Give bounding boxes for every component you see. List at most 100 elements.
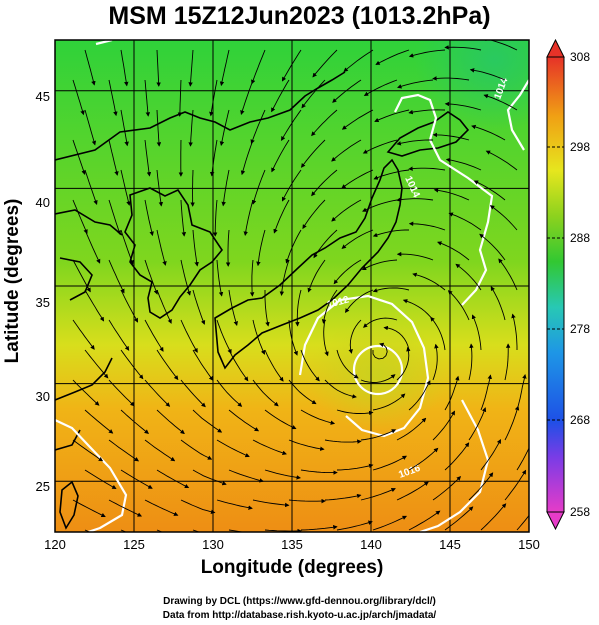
streamline — [348, 319, 362, 354]
streamline — [397, 79, 434, 89]
streamline — [192, 469, 227, 486]
streamline — [156, 409, 185, 435]
streamline — [216, 259, 224, 297]
streamline — [432, 410, 455, 441]
streamline — [396, 346, 411, 381]
streamline — [180, 319, 198, 353]
streamline — [120, 349, 144, 380]
streamline — [144, 499, 179, 516]
streamline — [192, 349, 214, 381]
streamline — [156, 349, 179, 381]
streamline — [483, 94, 518, 111]
streamline — [84, 229, 101, 264]
streamline — [362, 139, 398, 154]
lon-tick-label: 135 — [281, 537, 303, 552]
streamline — [468, 343, 474, 381]
streamline — [279, 259, 290, 296]
streamline — [311, 109, 338, 137]
streamline — [408, 109, 446, 115]
colorbar-tick-label: 278 — [570, 322, 591, 336]
streamline — [490, 286, 506, 321]
streamline — [300, 525, 338, 531]
streamline — [396, 139, 433, 146]
lat-tick-label: 35 — [35, 295, 50, 310]
streamline — [432, 476, 462, 501]
streamline — [84, 169, 98, 205]
streamline — [188, 109, 194, 147]
lat-tick-label: 40 — [35, 195, 50, 210]
streamline — [333, 259, 362, 285]
streamline — [331, 199, 362, 222]
streamline — [396, 197, 434, 202]
streamline — [72, 319, 95, 350]
streamline — [190, 169, 195, 207]
streamline — [84, 469, 117, 490]
streamline — [120, 49, 129, 87]
streamline — [84, 109, 97, 146]
streamline — [301, 79, 326, 109]
streamline — [156, 109, 162, 147]
streamline — [120, 229, 134, 265]
streamline — [108, 79, 118, 117]
streamline — [331, 139, 362, 162]
streamline — [252, 319, 265, 355]
streamline — [209, 79, 218, 117]
streamline — [264, 409, 297, 430]
streamline — [177, 79, 183, 117]
streamline — [249, 259, 255, 297]
streamline — [281, 49, 302, 82]
streamline — [408, 380, 431, 411]
streamline — [192, 409, 223, 433]
streamline — [228, 349, 249, 382]
isobar-1014-east — [506, 79, 529, 151]
streamline — [396, 417, 427, 441]
streamline — [332, 79, 362, 103]
streamline — [192, 289, 206, 325]
streamline — [251, 169, 266, 205]
streamline — [479, 233, 506, 261]
streamline — [341, 169, 374, 189]
streamline — [504, 469, 527, 501]
cyclone-core-shading — [308, 320, 448, 430]
streamline — [180, 439, 213, 460]
streamline — [336, 349, 359, 379]
colorbar-tick-label: 268 — [570, 413, 591, 427]
streamline — [72, 79, 85, 116]
streamline — [480, 374, 492, 411]
streamline — [412, 272, 446, 291]
streamline — [300, 409, 336, 425]
streamline — [324, 493, 362, 501]
streamline — [144, 379, 171, 407]
streamline — [180, 199, 187, 237]
streamline — [144, 259, 158, 295]
streamline — [468, 407, 487, 441]
streamline — [302, 199, 326, 230]
streamline — [225, 229, 231, 267]
streamline — [307, 259, 326, 293]
streamline — [288, 379, 317, 405]
chart-title: MSM 15Z12Jun2023 (1013.2hPa) — [108, 2, 491, 30]
streamline — [180, 259, 191, 296]
streamline — [447, 290, 470, 321]
streamline — [240, 139, 254, 176]
streamline — [221, 169, 230, 207]
streamline — [375, 49, 410, 65]
streamline — [264, 349, 284, 382]
streamline — [108, 139, 119, 176]
streamline — [216, 379, 243, 407]
streamline — [343, 49, 374, 72]
streamline — [360, 429, 397, 441]
colorbar-max-triangle — [546, 38, 565, 58]
streamline — [360, 487, 396, 501]
streamline — [108, 379, 135, 407]
lon-tick-label: 130 — [202, 537, 224, 552]
streamline — [212, 199, 218, 237]
streamline — [336, 520, 373, 531]
streamline — [252, 439, 287, 455]
streamline — [228, 469, 264, 483]
streamline — [372, 342, 388, 360]
streamline — [408, 221, 446, 231]
streamline — [516, 374, 527, 411]
streamline — [372, 287, 410, 293]
streamline — [372, 393, 406, 411]
